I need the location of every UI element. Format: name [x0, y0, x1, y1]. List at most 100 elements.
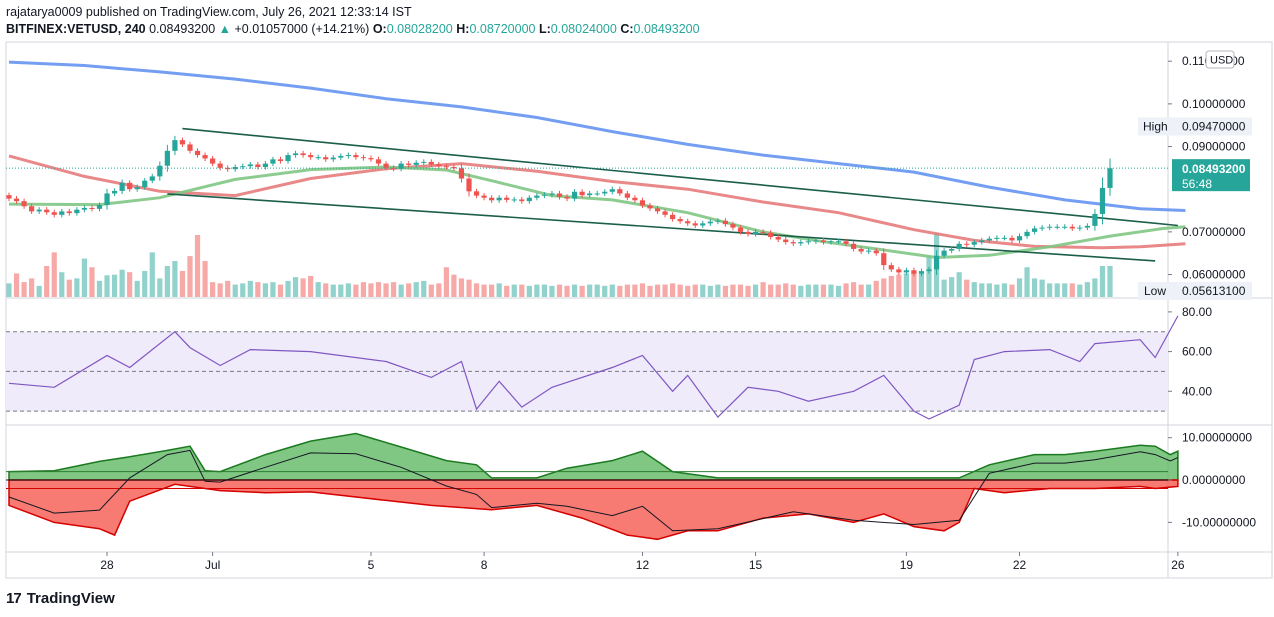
- candle-body: [722, 220, 729, 225]
- volume-bar: [881, 278, 887, 297]
- volume-bar: [541, 284, 548, 297]
- volume-bar: [13, 273, 20, 297]
- candle-body: [194, 150, 201, 156]
- candle-body: [1009, 237, 1015, 241]
- candle-body: [881, 253, 887, 266]
- volume-bar: [526, 285, 532, 297]
- volume-bar: [89, 267, 95, 297]
- volume-bar: [617, 285, 623, 297]
- volume-bar: [127, 272, 133, 297]
- candle-body: [6, 195, 12, 199]
- volume-bar: [994, 284, 1000, 297]
- candle-body: [911, 270, 917, 274]
- volume-bar: [466, 279, 472, 297]
- volume-bar: [941, 279, 947, 297]
- volume-bar: [594, 284, 600, 297]
- volume-bar: [1084, 282, 1090, 297]
- candle-body: [1039, 227, 1045, 229]
- candle-body: [971, 242, 977, 245]
- volume-bar: [142, 270, 148, 297]
- candle-body: [285, 155, 291, 162]
- volume-bar: [164, 266, 170, 297]
- volume-bar: [873, 280, 879, 297]
- volume-bar: [745, 285, 751, 297]
- up-arrow-icon: ▲: [218, 22, 232, 36]
- time-tick-label: 12: [636, 558, 650, 572]
- volume-bar: [556, 284, 563, 297]
- volume-bar: [285, 280, 291, 297]
- candle-body: [835, 241, 842, 243]
- candle-body: [458, 168, 465, 179]
- candle-body: [81, 207, 88, 210]
- candle-body: [624, 193, 630, 198]
- volume-bar: [489, 284, 495, 297]
- volume-bar: [179, 270, 186, 297]
- volume-bar: [843, 283, 849, 297]
- volume-bar: [398, 284, 404, 297]
- candle-body: [896, 269, 902, 273]
- volume-bar: [149, 252, 155, 297]
- brand-name: TradingView: [26, 590, 115, 607]
- volume-bar: [1062, 283, 1068, 297]
- candle-body: [315, 157, 321, 159]
- volume-bar: [549, 285, 555, 297]
- rsi-tick-label: 40.00: [1182, 384, 1212, 398]
- candle-body: [111, 190, 118, 194]
- candle-body: [172, 140, 178, 151]
- candle-body: [119, 182, 125, 191]
- volume-bar: [330, 284, 336, 297]
- candle-body: [511, 199, 517, 201]
- volume-bar: [29, 278, 35, 297]
- candle-body: [745, 231, 751, 234]
- candle-body: [157, 165, 163, 177]
- candle-body: [594, 193, 600, 195]
- volume-bar: [752, 284, 759, 297]
- candle-body: [918, 271, 925, 274]
- volume-bar: [730, 284, 736, 297]
- time-tick-label: Jul: [205, 558, 220, 572]
- volume-bar: [172, 261, 178, 297]
- volume-bar: [813, 284, 819, 297]
- price-tick-label: 0.07000000: [1182, 225, 1246, 239]
- candle-body: [602, 191, 608, 194]
- last-price: 0.08493200: [149, 22, 216, 36]
- volume-bar: [851, 282, 857, 297]
- volume-bar: [451, 274, 457, 297]
- open-label: O:: [372, 22, 387, 36]
- channel-lower-line: [167, 193, 1156, 262]
- candle-body: [496, 197, 502, 201]
- volume-bar: [119, 269, 125, 297]
- volume-bar: [798, 285, 804, 297]
- candle-body: [768, 232, 774, 237]
- volume-bar: [986, 283, 992, 297]
- candle-body: [670, 214, 676, 220]
- volume-bar: [202, 261, 208, 297]
- volume-bar: [383, 283, 389, 297]
- price-change: +0.01057000 (+14.21%): [234, 22, 370, 36]
- volume-bar: [36, 285, 42, 297]
- volume-bar: [436, 283, 442, 297]
- tradingview-brand[interactable]: 17 TradingView: [6, 590, 115, 607]
- candle-body: [1062, 226, 1068, 228]
- candle-body: [210, 158, 216, 164]
- candle-body: [277, 159, 284, 162]
- candle-body: [489, 197, 495, 201]
- volume-bar: [888, 275, 894, 297]
- candle-body: [798, 242, 804, 244]
- volume-bar: [670, 283, 676, 297]
- candle-body: [805, 241, 811, 243]
- volume-bar: [1024, 267, 1030, 297]
- candle-body: [775, 236, 781, 240]
- volume-bar: [828, 284, 834, 297]
- candle-body: [443, 166, 449, 168]
- current-price-text: 0.08493200: [1182, 162, 1246, 176]
- candle-body: [308, 155, 314, 158]
- volume-bar: [421, 280, 427, 297]
- candle-body: [519, 199, 525, 202]
- volume-bar: [1077, 284, 1083, 297]
- candle-body: [549, 193, 555, 195]
- volume-bar: [685, 285, 691, 297]
- candle-body: [240, 166, 246, 168]
- candle-body: [715, 220, 721, 222]
